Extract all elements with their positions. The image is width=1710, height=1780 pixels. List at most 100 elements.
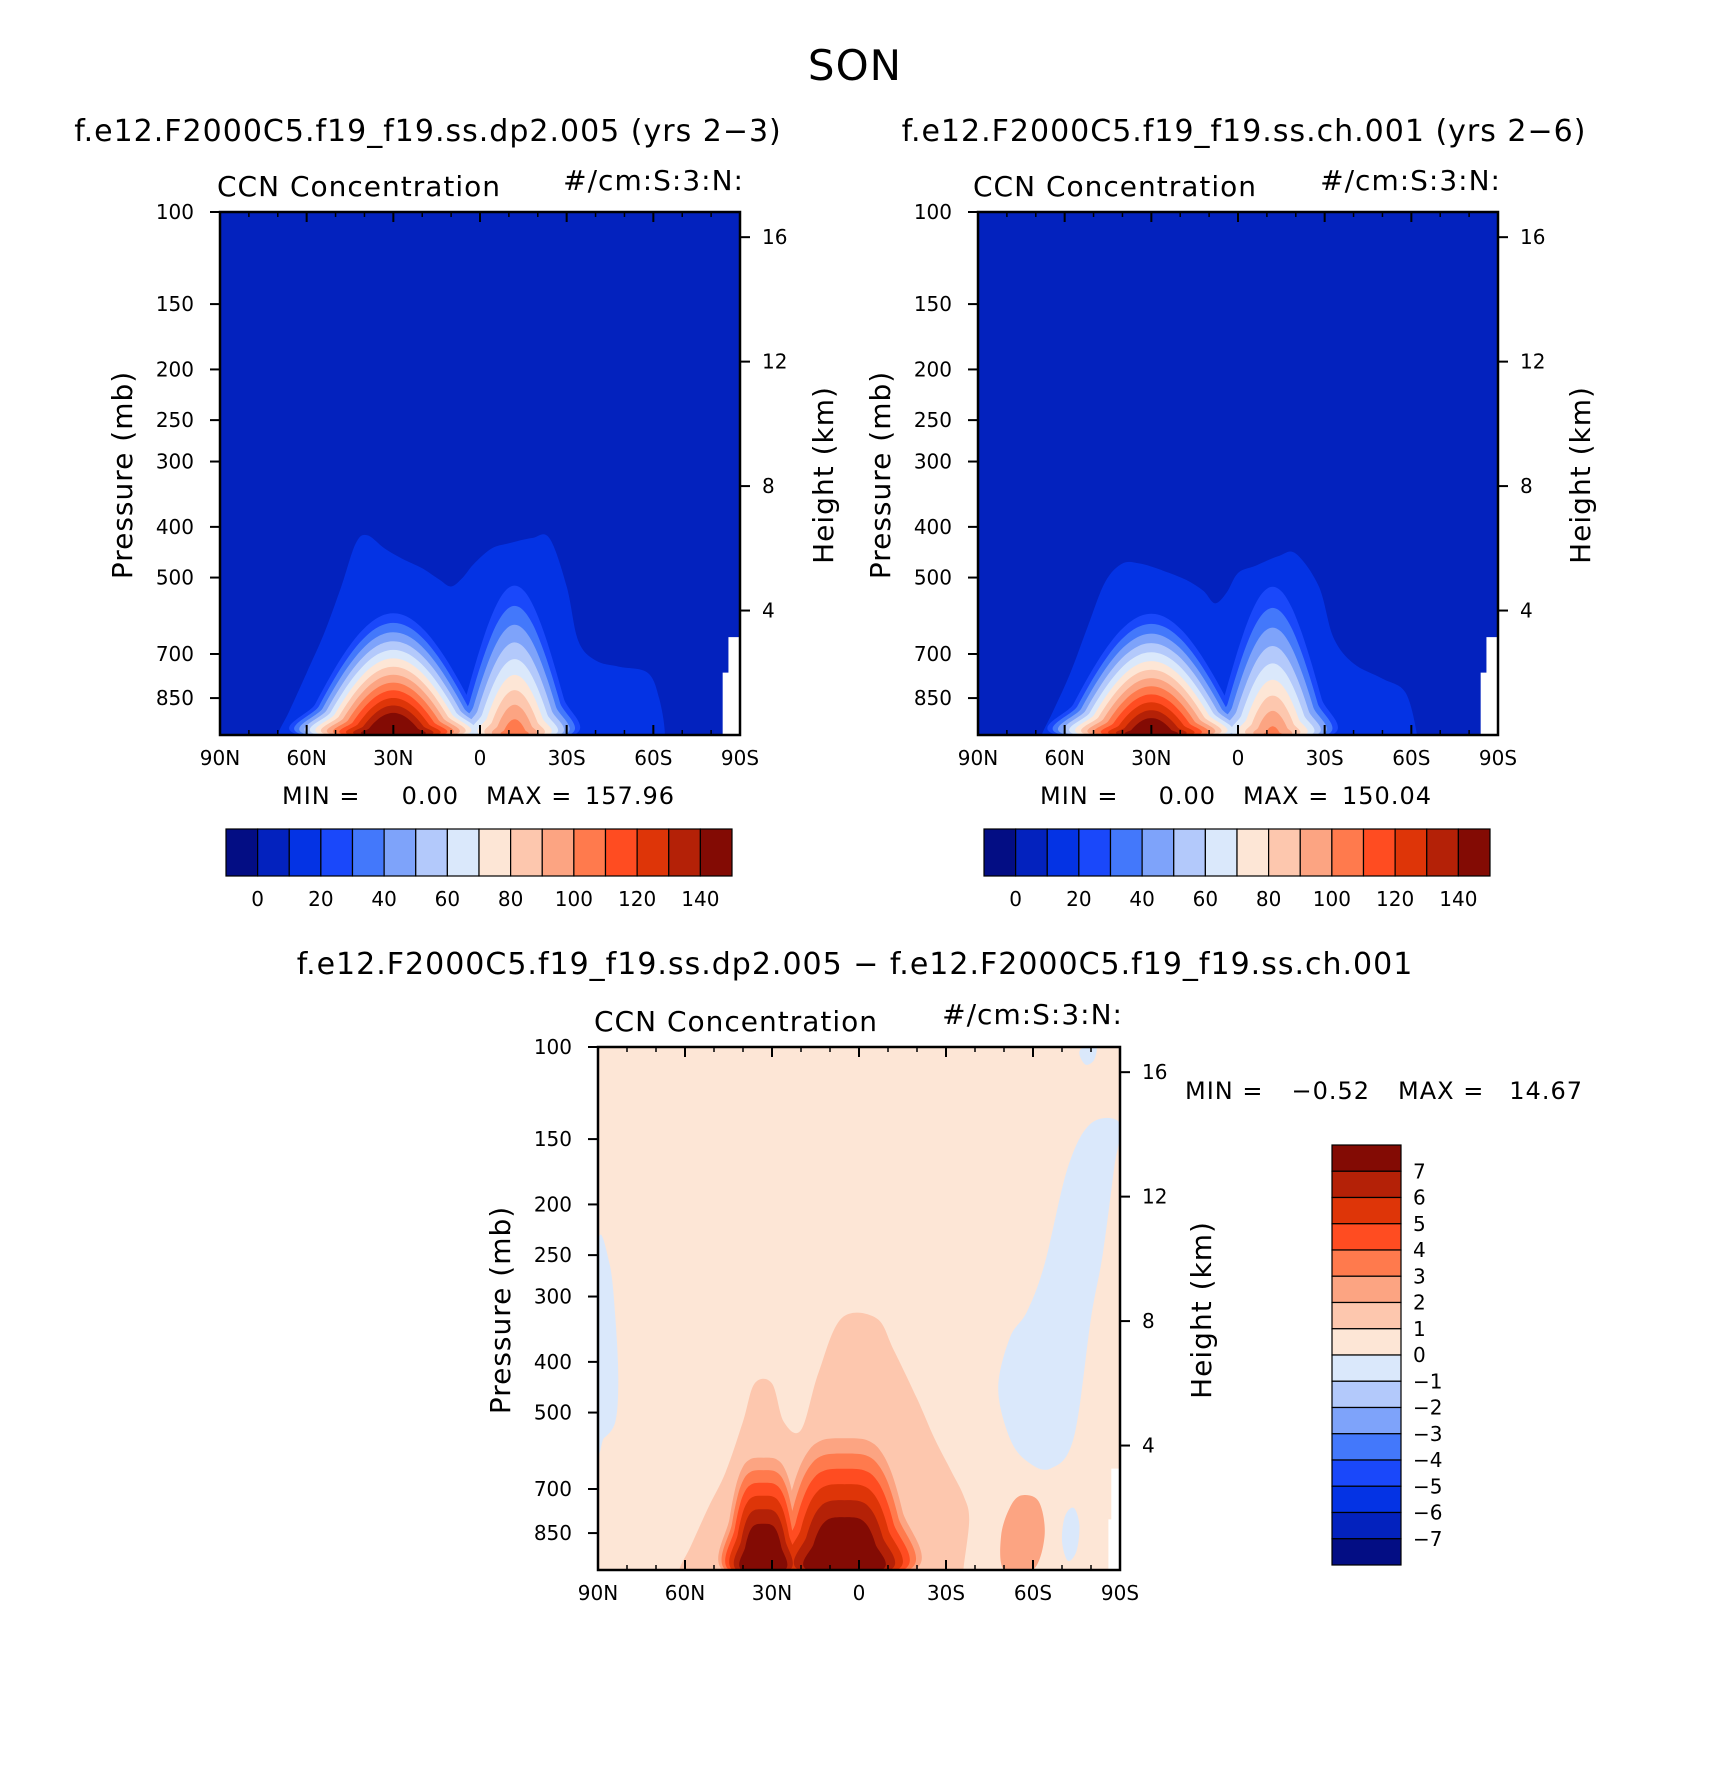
- colorbar-label: 5: [1413, 1212, 1426, 1236]
- colorbar-swatch: [1331, 828, 1365, 877]
- colorbar-label: 60: [1193, 887, 1218, 911]
- panel-left-min-value: 0.00: [402, 782, 459, 810]
- panel-diff-variable-label: CCN Concentration: [594, 1005, 878, 1038]
- colorbar-swatch: [1299, 828, 1333, 877]
- colorbar-label: −7: [1413, 1527, 1442, 1551]
- x-tick-label: 90S: [1479, 746, 1517, 770]
- negative-region-top: [1079, 1047, 1097, 1065]
- colorbar-swatch: [1331, 1328, 1402, 1356]
- colorbar-label: 80: [1256, 887, 1281, 911]
- colorbar-label: 0: [1009, 887, 1022, 911]
- panel-right-title: f.e12.F2000C5.f19_f19.ss.ch.001 (yrs 2−6…: [902, 114, 1587, 149]
- panel-left-units-label: #/cm:S:3:N:: [563, 164, 744, 197]
- x-tick-label: 0: [1232, 746, 1245, 770]
- colorbar-swatch: [1331, 1223, 1402, 1251]
- colorbar-label: 0: [1413, 1343, 1426, 1367]
- y-tick-label: 850: [534, 1521, 572, 1545]
- y-tick-label: 150: [534, 1127, 572, 1151]
- colorbar-swatch: [983, 828, 1017, 877]
- y-right-tick-label: 8: [1142, 1309, 1155, 1333]
- panel-diff-max-label: MAX =: [1398, 1077, 1484, 1105]
- panel-left-plot-area: 90N 60N 30N 0 30S 60S 90S 100 150 200 250 300 400 500…: [156, 200, 788, 770]
- y-tick-label: 400: [534, 1350, 572, 1374]
- negative-region-north: [598, 1234, 619, 1454]
- missing-data-mask: [722, 637, 740, 735]
- colorbar-label: 0: [251, 887, 264, 911]
- colorbar-swatch: [1331, 1511, 1402, 1540]
- core-north-level-15: [739, 1523, 788, 1570]
- y-tick-label: 700: [156, 642, 194, 666]
- panel-left-title: f.e12.F2000C5.f19_f19.ss.dp2.005 (yrs 2−…: [74, 114, 782, 149]
- panel-right-units-label: #/cm:S:3:N:: [1320, 164, 1501, 197]
- colorbar-swatch: [541, 828, 575, 877]
- x-tick-label: 30S: [1306, 746, 1344, 770]
- colorbar-swatch: [320, 828, 354, 877]
- y-tick-label: 300: [156, 450, 194, 474]
- colorbar-swatch: [1268, 828, 1301, 877]
- y-right-tick-label: 12: [1142, 1185, 1167, 1209]
- x-tick-label: 60N: [1044, 746, 1084, 770]
- panel-left-max-label: MAX =: [486, 782, 572, 810]
- colorbar-swatch: [478, 828, 512, 877]
- y-tick-label: 500: [914, 566, 952, 590]
- colorbar-swatch: [1331, 1485, 1402, 1514]
- x-tick-label: 60S: [634, 746, 672, 770]
- colorbar-swatch: [1331, 1354, 1402, 1382]
- colorbar-label: −2: [1413, 1396, 1442, 1420]
- colorbar-label: 140: [1439, 887, 1477, 911]
- panel-right: f.e12.F2000C5.f19_f19.ss.ch.001 (yrs 2−6…: [864, 114, 1597, 911]
- y-tick-label: 500: [156, 566, 194, 590]
- y-right-tick-label: 16: [762, 225, 787, 249]
- y-tick-label: 850: [156, 686, 194, 710]
- panel-diff-min-value: −0.52: [1291, 1077, 1370, 1105]
- colorbar-swatch: [604, 828, 638, 877]
- colorbar-label: 80: [498, 887, 523, 911]
- y-tick-label: 100: [156, 200, 194, 224]
- colorbar-label: −4: [1413, 1448, 1442, 1472]
- colorbar-swatch: [636, 828, 670, 877]
- colorbar-swatch: [1331, 1380, 1402, 1409]
- panel-diff-title: f.e12.F2000C5.f19_f19.ss.dp2.005 − f.e12…: [297, 947, 1414, 982]
- colorbar-swatch: [225, 828, 259, 877]
- y-tick-label: 250: [156, 408, 194, 432]
- colorbar-swatch: [1236, 828, 1270, 877]
- y-tick-label: 200: [914, 357, 952, 381]
- missing-data-mask: [1108, 1468, 1120, 1570]
- x-tick-label: 60S: [1014, 1581, 1052, 1605]
- colorbar-label: 40: [1129, 887, 1154, 911]
- colorbar-label: 120: [1376, 887, 1414, 911]
- negative-region-surface: [1061, 1507, 1080, 1562]
- colorbar-swatch: [1331, 1144, 1402, 1172]
- panel-left-colorbar: 0 20 40 60 80 100 120 140: [225, 828, 733, 911]
- y-right-tick-label: 16: [1520, 225, 1545, 249]
- y-tick-label: 700: [914, 642, 952, 666]
- y-tick-label: 300: [914, 450, 952, 474]
- colorbar-swatch: [1078, 828, 1112, 877]
- y-tick-label: 250: [914, 408, 952, 432]
- colorbar-swatch: [1015, 828, 1048, 877]
- colorbar-label: 6: [1413, 1186, 1426, 1210]
- colorbar-swatch: [415, 828, 448, 877]
- colorbar-label: 2: [1413, 1291, 1426, 1315]
- colorbar-label: 100: [1313, 887, 1351, 911]
- panel-right-variable-label: CCN Concentration: [973, 170, 1257, 203]
- y-right-tick-label: 4: [762, 599, 775, 623]
- colorbar-label: 60: [435, 887, 460, 911]
- contour-fill-group: [220, 212, 740, 735]
- colorbar-label: 20: [1066, 887, 1091, 911]
- colorbar-swatch: [1457, 828, 1491, 877]
- panel-right-plot-area: 90N 60N 30N 0 30S 60S 90S 100 150 200 250 300 400 500…: [914, 200, 1546, 770]
- y-right-tick-label: 4: [1520, 599, 1533, 623]
- x-tick-label: 60N: [665, 1581, 705, 1605]
- x-tick-label: 90S: [1101, 1581, 1139, 1605]
- panel-left-max-value: 157.96: [585, 782, 675, 810]
- colorbar-label: −1: [1413, 1369, 1442, 1393]
- y-tick-label: 100: [534, 1035, 572, 1059]
- x-tick-label: 90S: [721, 746, 759, 770]
- y-tick-label: 400: [914, 515, 952, 539]
- colorbar-swatch: [1331, 1406, 1402, 1435]
- panel-diff-min-label: MIN =: [1185, 1077, 1263, 1105]
- panel-left-ylabel: Pressure (mb): [106, 371, 139, 579]
- x-tick-label: 30N: [752, 1581, 792, 1605]
